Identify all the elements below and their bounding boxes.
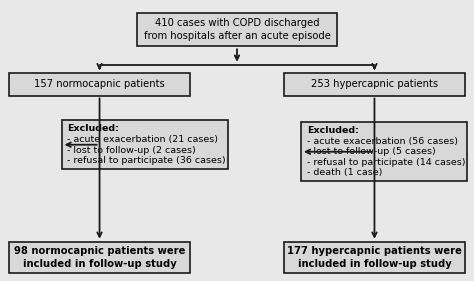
Text: Excluded:: Excluded: (307, 126, 358, 135)
Text: - acute exacerbation (56 cases): - acute exacerbation (56 cases) (307, 137, 458, 146)
FancyBboxPatch shape (284, 73, 465, 96)
FancyBboxPatch shape (9, 73, 190, 96)
Text: 410 cases with COPD discharged
from hospitals after an acute episode: 410 cases with COPD discharged from hosp… (144, 18, 330, 41)
Text: - acute exacerbation (21 cases): - acute exacerbation (21 cases) (67, 135, 219, 144)
Text: - refusal to participate (14 cases): - refusal to participate (14 cases) (307, 158, 465, 167)
FancyBboxPatch shape (62, 120, 228, 169)
FancyBboxPatch shape (137, 13, 337, 46)
Text: - lost to follow-up (5 cases): - lost to follow-up (5 cases) (307, 147, 436, 156)
FancyBboxPatch shape (9, 242, 190, 273)
Text: 177 hypercapnic patients were
included in follow-up study: 177 hypercapnic patients were included i… (287, 246, 462, 269)
Text: - death (1 case): - death (1 case) (307, 168, 382, 177)
Text: 253 hypercapnic patients: 253 hypercapnic patients (311, 79, 438, 89)
Text: - lost to follow-up (2 cases): - lost to follow-up (2 cases) (67, 146, 196, 155)
FancyBboxPatch shape (301, 122, 467, 181)
FancyBboxPatch shape (284, 242, 465, 273)
Text: - refusal to participate (36 cases): - refusal to participate (36 cases) (67, 156, 226, 165)
Text: Excluded:: Excluded: (67, 124, 119, 133)
Text: 157 normocapnic patients: 157 normocapnic patients (34, 79, 165, 89)
Text: 98 normocapnic patients were
included in follow-up study: 98 normocapnic patients were included in… (14, 246, 185, 269)
